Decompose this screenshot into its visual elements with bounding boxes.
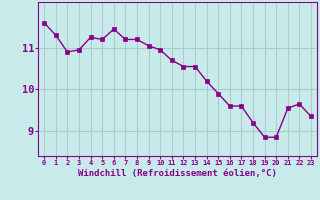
X-axis label: Windchill (Refroidissement éolien,°C): Windchill (Refroidissement éolien,°C) — [78, 169, 277, 178]
